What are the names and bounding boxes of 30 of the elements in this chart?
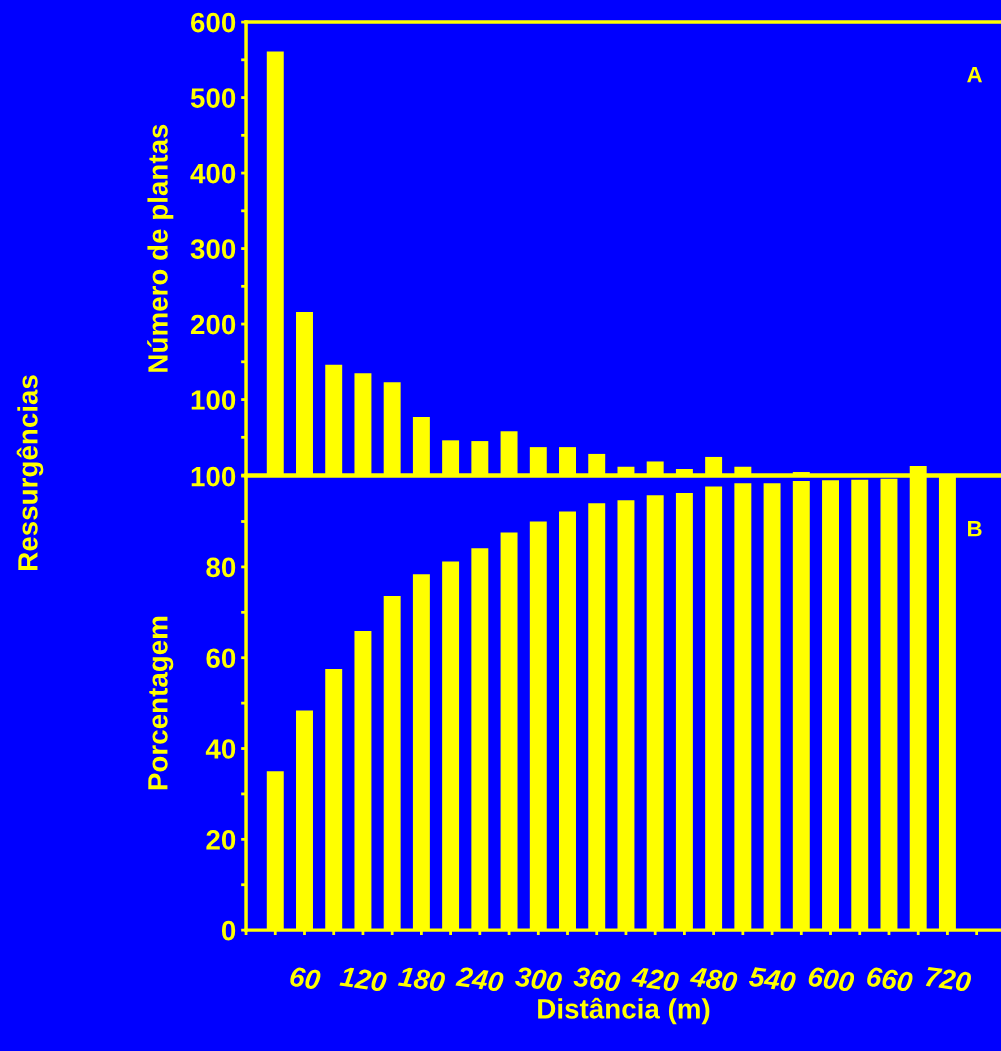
y-tick-label: 600 — [191, 12, 236, 33]
y-tick-label: 80 — [206, 557, 236, 578]
y-tick-label: 100 — [191, 466, 236, 487]
y-tick-label: 100 — [191, 390, 236, 410]
x-tick-label: 420 — [630, 966, 680, 993]
annotation: A — [967, 66, 983, 83]
x-tick-label: 600 — [807, 966, 855, 993]
x-tick-label: 60 — [289, 966, 322, 991]
x-tick-label: 180 — [397, 966, 446, 993]
text: Ressurgências — [16, 375, 44, 570]
x-tick-label: 480 — [689, 966, 739, 993]
x-tick-label: 300 — [514, 966, 563, 993]
y-tick-label: 40 — [205, 739, 236, 759]
y-tick-label: 500 — [190, 88, 236, 108]
x-axis-title: Distância (m) — [538, 997, 710, 1025]
y-tick-label: 400 — [190, 163, 236, 184]
annotation: B — [968, 521, 982, 537]
x-tick-label: 240 — [455, 966, 505, 993]
x-tick-label: 120 — [339, 966, 388, 993]
y-tick-label: 0 — [221, 920, 236, 941]
y-axis-title: Porcentagem — [148, 616, 174, 790]
y-tick-label: 300 — [190, 239, 236, 259]
x-tick-label: 660 — [866, 966, 914, 993]
x-tick-label: 720 — [925, 966, 972, 993]
y-tick-label: 60 — [206, 648, 236, 669]
y-tick-label: 200 — [190, 314, 236, 335]
y-axis-title: Número de plantas — [147, 124, 174, 372]
x-tick-label: 540 — [748, 966, 797, 993]
x-tick-label: 360 — [572, 966, 622, 993]
y-tick-label: 20 — [206, 830, 236, 850]
